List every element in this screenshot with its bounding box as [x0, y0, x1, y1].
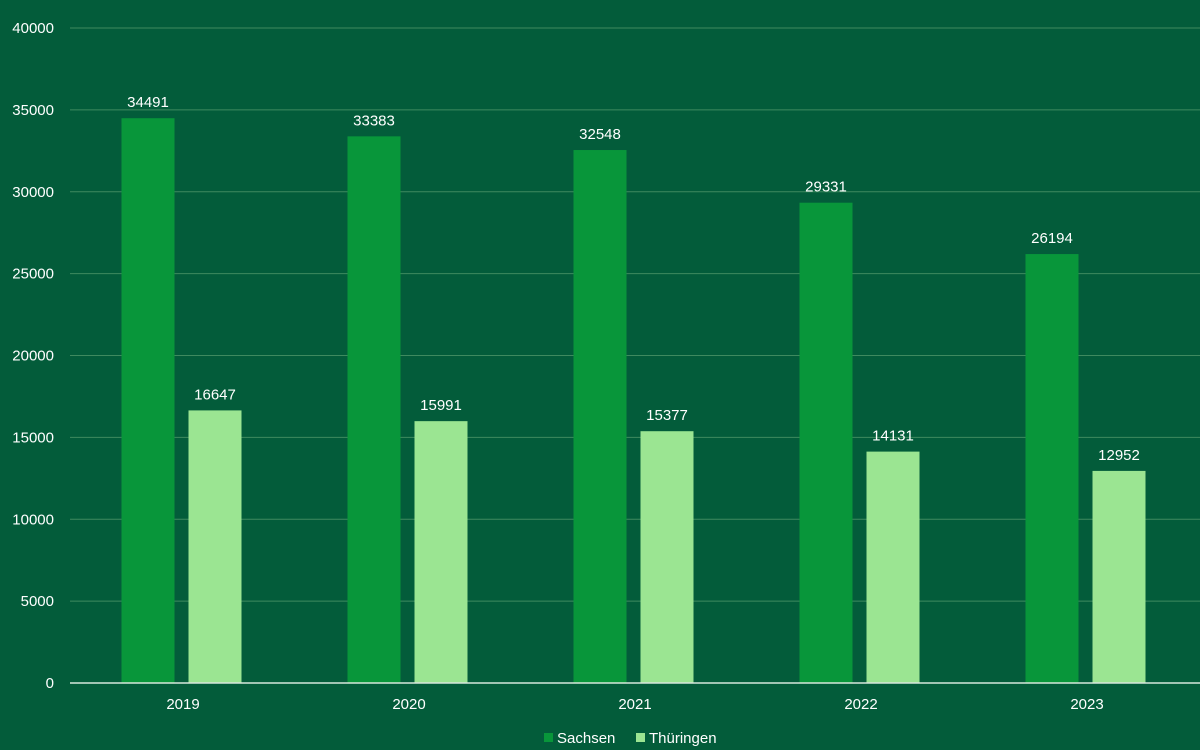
legend-label: Thüringen	[649, 730, 717, 747]
bar-thüringen-2021	[640, 431, 694, 683]
y-tick-label: 40000	[12, 20, 54, 37]
y-tick-label: 35000	[12, 102, 54, 119]
grid-lines	[70, 27, 1200, 602]
y-tick-label: 15000	[12, 429, 54, 446]
data-label: 26194	[1031, 230, 1073, 247]
bar-thüringen-2019	[188, 410, 242, 683]
bar-sachsen-2021	[573, 150, 627, 684]
legend-swatch	[636, 733, 645, 742]
x-tick-label: 2021	[618, 696, 651, 713]
bar-sachsen-2023	[1025, 254, 1079, 684]
y-tick-label: 10000	[12, 511, 54, 528]
bar-sachsen-2019	[121, 118, 175, 683]
x-tick-label: 2022	[844, 696, 877, 713]
legend: Sachsen Thüringen	[544, 730, 717, 747]
y-tick-label: 20000	[12, 348, 54, 365]
bar-thüringen-2022	[866, 451, 920, 683]
legend-label: Sachsen	[557, 730, 615, 747]
data-label: 33383	[353, 112, 395, 129]
data-label: 29331	[805, 179, 847, 196]
legend-swatch	[544, 733, 553, 742]
x-axis-tick-labels: 2019 2020 2021 2022 2023	[166, 696, 1103, 713]
y-tick-label: 0	[46, 675, 54, 692]
bar-thüringen-2023	[1092, 470, 1146, 683]
data-label: 34491	[127, 94, 169, 111]
x-tick-label: 2020	[392, 696, 425, 713]
y-axis-tick-labels: 0 5000 10000 15000 20000 25000 30000 35000 40000	[12, 20, 54, 692]
x-tick-label: 2023	[1070, 696, 1103, 713]
data-label: 14131	[872, 428, 914, 445]
data-label: 15377	[646, 407, 688, 424]
data-label: 12952	[1098, 447, 1140, 464]
y-tick-label: 25000	[12, 266, 54, 283]
y-tick-label: 30000	[12, 184, 54, 201]
data-label: 16647	[194, 386, 236, 403]
data-labels: 34491 16647 33383 15991 32548 15377 29331 14131…	[127, 94, 1140, 464]
data-label: 32548	[579, 126, 621, 143]
x-tick-label: 2019	[166, 696, 199, 713]
y-tick-label: 5000	[21, 593, 54, 610]
bar-sachsen-2020	[347, 136, 401, 683]
bar-sachsen-2022	[799, 202, 853, 683]
data-label: 15991	[420, 397, 462, 414]
bars	[121, 118, 1146, 684]
bar-thüringen-2020	[414, 421, 468, 683]
